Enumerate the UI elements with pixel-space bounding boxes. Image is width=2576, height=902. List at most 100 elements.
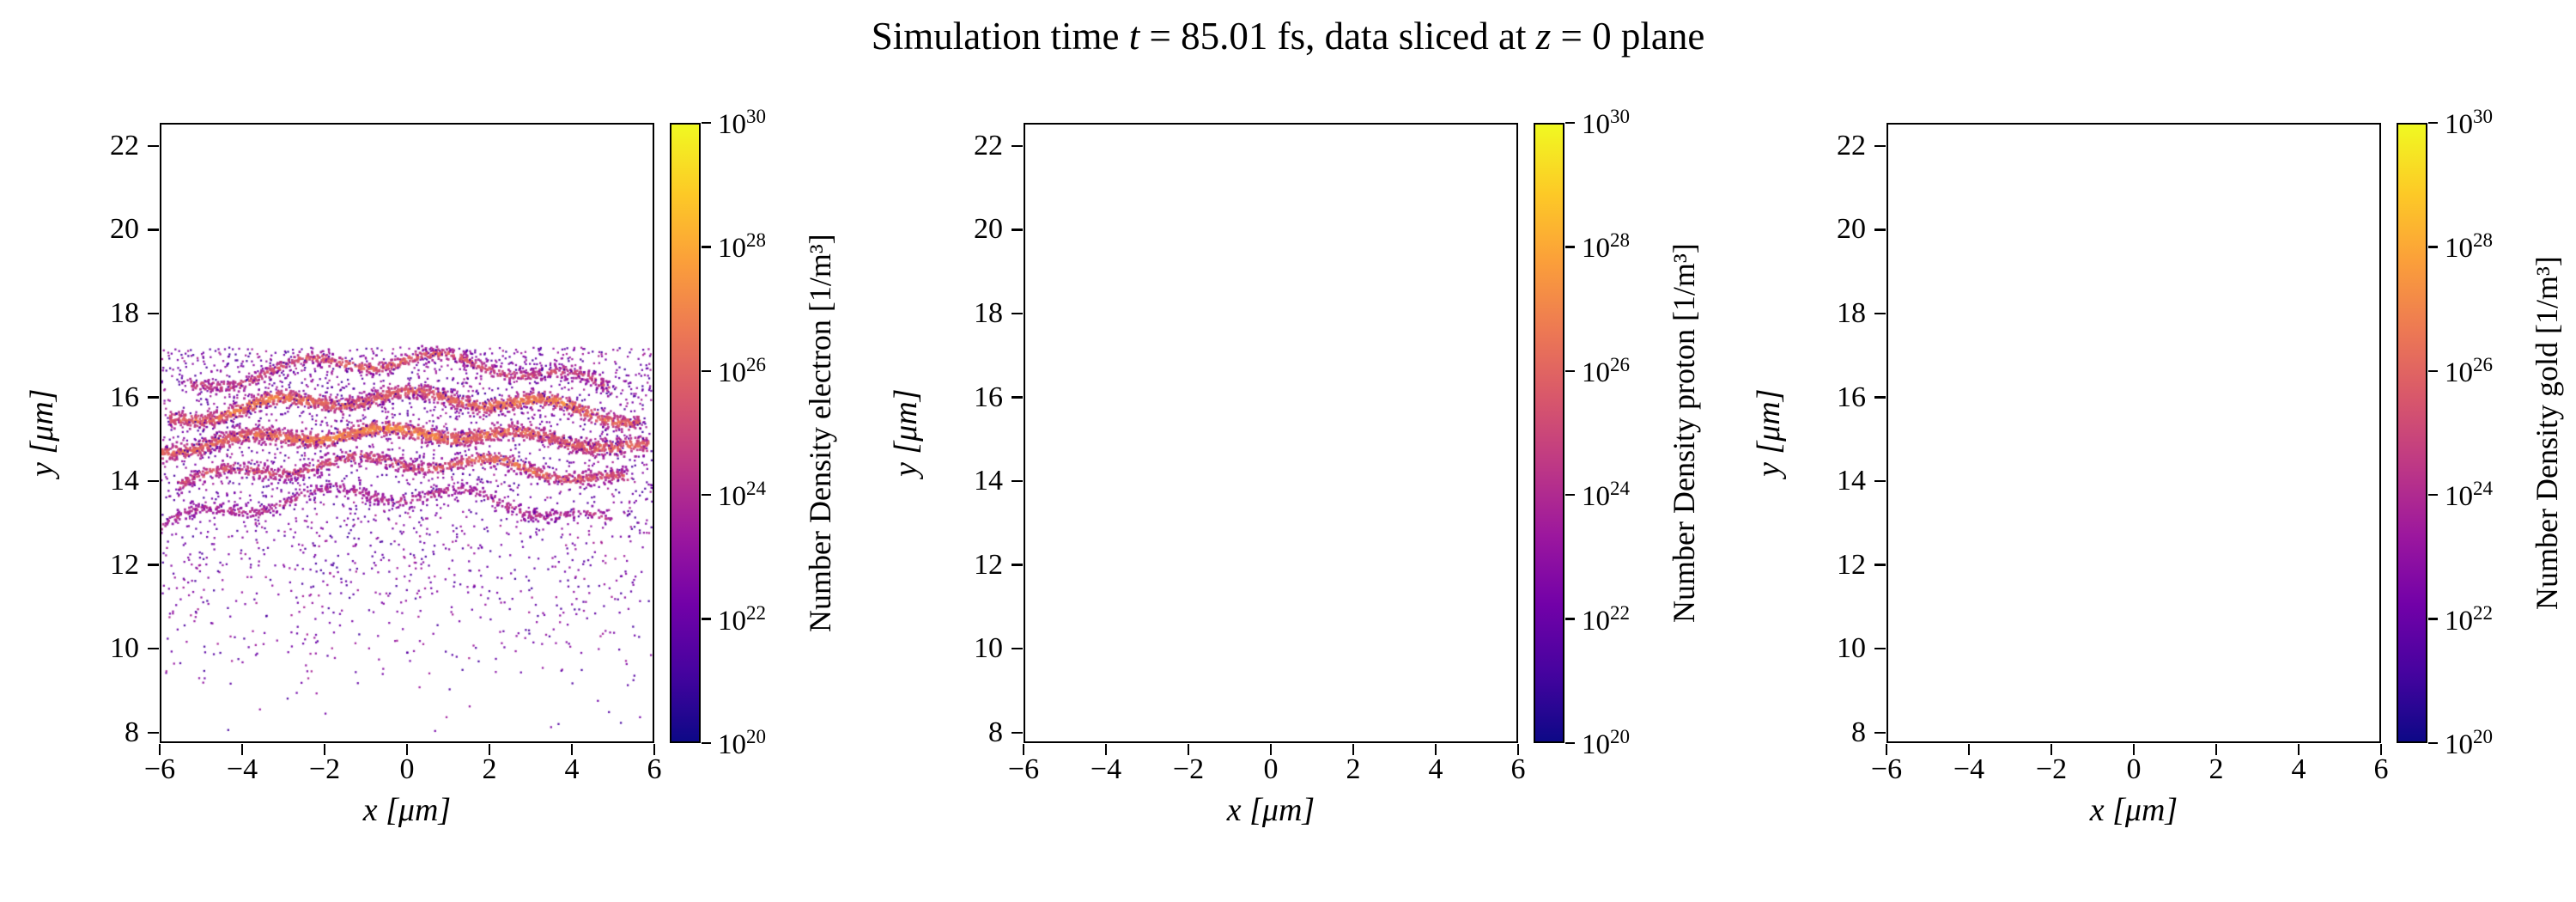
x-tick-label: −2 <box>2035 753 2068 785</box>
colorbar-tick-mark <box>702 246 711 248</box>
x-tick-mark <box>323 744 326 755</box>
title-segment: z <box>1535 15 1552 58</box>
axes-electron <box>160 123 654 743</box>
cbar-tick-base: 10 <box>718 357 746 388</box>
cbar-tick-exponent: 28 <box>2473 229 2493 252</box>
y-tick-mark <box>148 731 159 734</box>
axes-proton <box>1024 123 1518 743</box>
cbar-tick-exponent: 22 <box>746 601 766 624</box>
cbar-tick-base: 10 <box>1582 109 1610 140</box>
colorbar-gradient-proton <box>1535 125 1563 741</box>
cbar-tick-base: 10 <box>2445 357 2473 388</box>
cbar-tick-exponent: 22 <box>1610 601 1630 624</box>
y-tick-label: 12 <box>110 548 139 581</box>
colorbar-tick-label: 1030 <box>1582 107 1630 139</box>
cbar-tick-base: 10 <box>718 481 746 513</box>
x-tick-label: 4 <box>2291 753 2306 785</box>
colorbar-tick-label: 1028 <box>718 230 766 263</box>
cbar-tick-exponent: 30 <box>2473 106 2493 127</box>
y-tick-mark <box>148 229 159 231</box>
colorbar-tick-label: 1024 <box>2445 478 2493 511</box>
y-tick-mark <box>1874 229 1886 231</box>
x-tick-label: −4 <box>226 753 258 785</box>
colorbar-tick-label: 1026 <box>1582 355 1630 387</box>
colorbar-tick-label: 1028 <box>2445 230 2493 263</box>
cbar-tick-base: 10 <box>2445 481 2473 513</box>
x-tick-mark <box>240 744 244 755</box>
y-tick-label: 12 <box>974 548 1003 581</box>
cbar-tick-exponent: 28 <box>1610 229 1630 252</box>
y-tick-mark <box>1012 647 1023 650</box>
cbar-tick-exponent: 20 <box>1610 726 1630 747</box>
x-tick-mark <box>1885 744 1888 755</box>
colorbar-tick-label: 1030 <box>718 107 766 139</box>
x-tick-mark <box>1269 744 1273 755</box>
x-tick-label: 4 <box>564 753 580 785</box>
y-tick-mark <box>1012 144 1023 148</box>
x-tick-mark <box>405 744 409 755</box>
colorbar-tick-mark <box>1565 741 1575 745</box>
x-tick-label: −2 <box>1172 753 1205 785</box>
cbar-tick-base: 10 <box>2445 729 2473 760</box>
y-tick-label: 16 <box>110 381 139 413</box>
colorbar-tick-label: 1024 <box>1582 478 1630 511</box>
x-tick-label: −6 <box>1007 753 1040 785</box>
y-tick-label: 14 <box>110 465 139 497</box>
y-tick-mark <box>1874 731 1886 734</box>
y-tick-label: 16 <box>974 381 1003 413</box>
colorbar-tick-label: 1022 <box>718 603 766 636</box>
cbar-tick-exponent: 26 <box>746 353 766 375</box>
x-tick-mark <box>2297 744 2300 755</box>
colorbar-tick-mark <box>2428 618 2438 620</box>
cbar-tick-exponent: 20 <box>2473 726 2493 747</box>
x-tick-mark <box>1967 744 1971 755</box>
x-tick-mark <box>570 744 574 755</box>
y-tick-label: 10 <box>974 632 1003 665</box>
colorbar-tick-mark <box>702 369 711 373</box>
colorbar-tick-mark <box>1565 246 1575 248</box>
colorbar-label-electron: Number Density electron [1/m³] <box>803 234 837 632</box>
x-tick-label: 6 <box>2373 753 2389 785</box>
colorbar-tick-label: 1022 <box>1582 603 1630 636</box>
cbar-tick-base: 10 <box>1582 481 1610 513</box>
cbar-tick-base: 10 <box>718 605 746 637</box>
y-tick-label: 22 <box>110 129 139 162</box>
y-tick-label: 18 <box>110 296 139 329</box>
y-axis-label-proton: y [μm] <box>888 388 924 478</box>
colorbar-tick-label: 1022 <box>2445 603 2493 636</box>
x-tick-mark <box>488 744 491 755</box>
cbar-tick-base: 10 <box>718 233 746 265</box>
x-tick-mark <box>2215 744 2218 755</box>
x-tick-mark <box>1022 744 1025 755</box>
y-axis-label-electron: y [μm] <box>24 388 60 478</box>
x-tick-mark <box>2132 744 2136 755</box>
x-axis-label-gold: x [μm] <box>2089 792 2178 828</box>
colorbar-tick-label: 1024 <box>718 478 766 511</box>
axes-gold <box>1886 123 2381 743</box>
colorbar-tick-label: 1020 <box>2445 727 2493 759</box>
y-tick-mark <box>1012 229 1023 231</box>
y-tick-label: 22 <box>1837 129 1866 162</box>
y-tick-label: 20 <box>1837 213 1866 246</box>
colorbar-tick-mark <box>1565 493 1575 497</box>
colorbar-label-proton: Number Density proton [1/m³] <box>1667 243 1701 623</box>
x-axis-label-proton: x [μm] <box>1226 792 1315 828</box>
x-tick-mark <box>1352 744 1355 755</box>
colorbar-tick-mark <box>1565 369 1575 373</box>
x-tick-label: 2 <box>482 753 497 785</box>
x-tick-label: −6 <box>1870 753 1903 785</box>
subplot-gold: y [μm] x [μm] Number Density gold [1/m³]… <box>1751 107 2564 828</box>
y-tick-mark <box>1874 479 1886 483</box>
y-tick-label: 8 <box>988 716 1003 748</box>
y-tick-label: 20 <box>974 213 1003 246</box>
y-tick-label: 14 <box>1837 465 1866 497</box>
x-tick-label: 2 <box>1346 753 1361 785</box>
colorbar-gradient-gold <box>2398 125 2426 741</box>
x-tick-label: −4 <box>1090 753 1122 785</box>
y-tick-mark <box>1012 564 1023 566</box>
x-tick-label: 0 <box>2126 753 2142 785</box>
y-axis-label-gold: y [μm] <box>1751 388 1787 478</box>
title-segment: = 85.01 fs, data sliced at <box>1139 15 1536 58</box>
x-tick-label: 6 <box>1510 753 1526 785</box>
title-segment: t <box>1128 15 1140 58</box>
